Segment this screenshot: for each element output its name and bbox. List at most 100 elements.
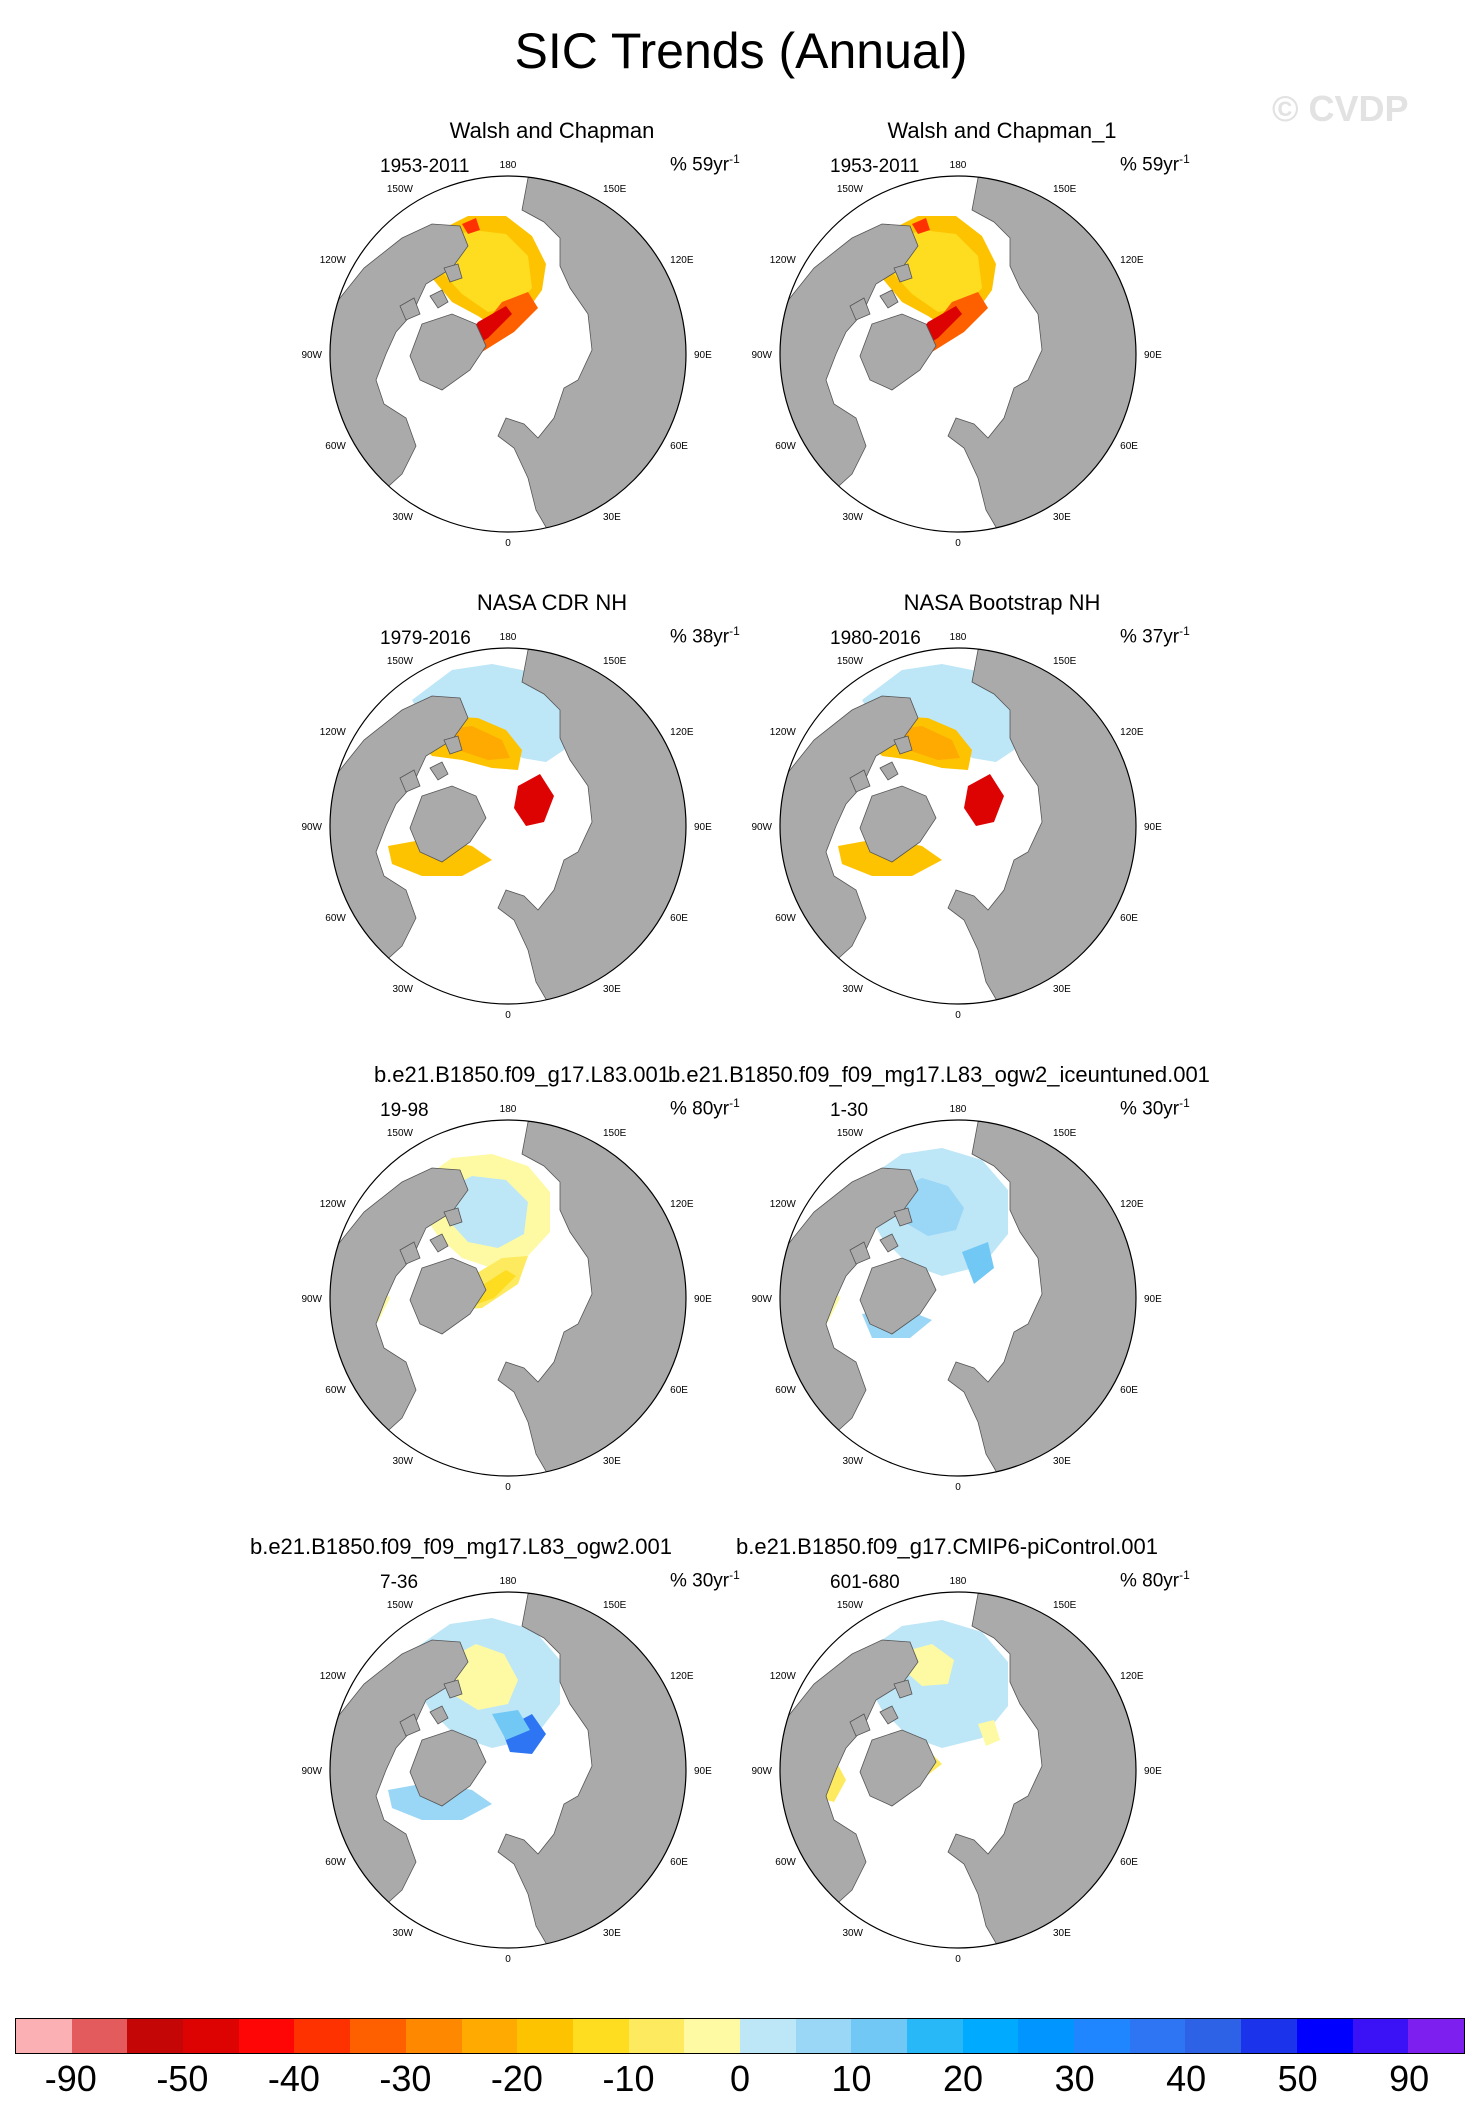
- panel-period: 1953-2011: [380, 156, 470, 177]
- panel-units: % 80yr-1: [670, 1096, 740, 1120]
- panel-title: Walsh and Chapman_1: [887, 118, 1117, 143]
- sic-trend-region: [462, 218, 480, 234]
- colorbar-label: -50: [156, 2058, 209, 2099]
- sic-trend-region: [962, 1242, 994, 1284]
- colorbar-label: 40: [1166, 2058, 1207, 2099]
- colorbar-swatch: [1241, 2019, 1297, 2053]
- colorbar-swatch: [962, 2019, 1019, 2053]
- longitude-label: 30E: [1053, 1456, 1071, 1467]
- map-boundary: [779, 175, 1137, 533]
- panel-period: 1953-2011: [830, 156, 920, 177]
- map-panel: Walsh and Chapman 1953-2011 % 59yr-1 180…: [292, 118, 812, 598]
- longitude-label: 150W: [837, 1128, 864, 1139]
- colorbar-swatch: [1129, 2019, 1186, 2053]
- land-mass: [443, 1207, 463, 1227]
- longitude-label: 150E: [1053, 184, 1077, 195]
- panel-period: 601-680: [830, 1572, 900, 1593]
- longitude-label: 150W: [837, 656, 864, 667]
- colorbar-label: 10: [831, 2058, 872, 2099]
- sic-trend-region: [912, 218, 930, 234]
- colorbar-swatch: [851, 2019, 907, 2053]
- map-content: [780, 1120, 1136, 1476]
- land-mass: [893, 735, 913, 755]
- colorbar-swatch: [572, 2019, 629, 2053]
- panel-units: % 38yr-1: [670, 624, 740, 648]
- longitude-label: 150W: [387, 656, 414, 667]
- longitude-label: 90E: [1144, 822, 1162, 833]
- longitude-label: 120E: [1120, 1199, 1144, 1210]
- longitude-label: 90E: [694, 350, 712, 361]
- longitude-label: 30E: [603, 984, 621, 995]
- longitude-label: 120W: [320, 1671, 347, 1682]
- colorbar-swatch: [294, 2019, 351, 2053]
- colorbar-swatch: [71, 2019, 128, 2053]
- longitude-label: 90E: [1144, 350, 1162, 361]
- polar-map: 180 0 90W 90E 150W 150E 120W 120E 60W 60E 30W 30E: [751, 632, 1162, 1021]
- longitude-label: 120W: [320, 255, 347, 266]
- panel-period: 1980-2016: [830, 628, 921, 649]
- colorbar-swatch: [461, 2019, 518, 2053]
- longitude-label: 30W: [392, 512, 413, 523]
- longitude-label: 30E: [1053, 1928, 1071, 1939]
- land-mass: [849, 1241, 871, 1265]
- land-mass: [429, 1705, 449, 1725]
- longitude-label: 60E: [670, 913, 688, 924]
- map-panel: NASA Bootstrap NH 1980-2016 % 37yr-1 180…: [742, 590, 1262, 1070]
- map-boundary: [779, 1119, 1137, 1477]
- colorbar-swatch: [628, 2019, 685, 2053]
- polar-map: 180 0 90W 90E 150W 150E 120W 120E 60W 60E 30W 30E: [751, 160, 1162, 549]
- map-boundary: [329, 1119, 687, 1477]
- longitude-label: 180: [500, 1576, 517, 1587]
- longitude-label: 60W: [775, 441, 796, 452]
- map-panel: b.e21.B1850.f09_g17.CMIP6-piControl.001 …: [736, 1534, 1262, 2014]
- longitude-label: 60E: [670, 1857, 688, 1868]
- colorbar-label: 50: [1277, 2058, 1318, 2099]
- land-mass: [443, 1679, 463, 1699]
- longitude-label: 180: [500, 632, 517, 643]
- map-panel: NASA CDR NH 1979-2016 % 38yr-1 180 0 90W 90…: [292, 590, 812, 1070]
- map-boundary: [329, 647, 687, 1005]
- land-mass: [849, 1713, 871, 1737]
- colorbar-label: 0: [729, 2058, 751, 2099]
- land-mass: [849, 769, 871, 793]
- longitude-label: 180: [500, 160, 517, 171]
- land-mass: [893, 263, 913, 283]
- longitude-label: 30W: [842, 1456, 863, 1467]
- panel-period: 1979-2016: [380, 628, 471, 649]
- map-panel: b.e21.B1850.f09_f09_mg17.L83_ogw2_iceunt…: [668, 1062, 1262, 1542]
- panel-units: % 59yr-1: [1120, 152, 1190, 176]
- colorbar-swatch: [1074, 2019, 1130, 2053]
- longitude-label: 30W: [392, 1928, 413, 1939]
- longitude-label: 0: [505, 1482, 511, 1493]
- panel-period: 19-98: [380, 1100, 429, 1121]
- sic-trend-region: [964, 774, 1004, 826]
- colorbar-swatch: [1185, 2019, 1242, 2053]
- map-content: [780, 1592, 1136, 1948]
- map-content: [780, 648, 1136, 1004]
- land-mass: [409, 313, 487, 391]
- longitude-label: 150E: [1053, 1600, 1077, 1611]
- land-mass: [429, 289, 449, 309]
- longitude-label: 30E: [603, 1928, 621, 1939]
- longitude-label: 150E: [603, 656, 627, 667]
- longitude-label: 0: [955, 1010, 961, 1021]
- colorbar-swatch: [1352, 2019, 1409, 2053]
- colorbar-swatch: [16, 2019, 72, 2053]
- longitude-label: 180: [950, 1576, 967, 1587]
- longitude-label: 90E: [694, 1766, 712, 1777]
- land-mass: [849, 297, 871, 321]
- longitude-label: 30E: [1053, 984, 1071, 995]
- longitude-label: 120E: [670, 255, 694, 266]
- map-content: [330, 1592, 686, 1948]
- map-boundary: [779, 1591, 1137, 1949]
- map-panel: b.e21.B1850.f09_f09_mg17.L83_ogw2.001 7-…: [250, 1534, 812, 2014]
- longitude-label: 150W: [387, 1128, 414, 1139]
- longitude-label: 90W: [751, 822, 772, 833]
- colorbar-label: -30: [379, 2058, 432, 2099]
- land-mass: [879, 289, 899, 309]
- longitude-label: 90W: [751, 350, 772, 361]
- longitude-label: 30E: [1053, 512, 1071, 523]
- longitude-label: 0: [505, 538, 511, 549]
- panel-title: b.e21.B1850.f09_g17.L83.001: [373, 1062, 670, 1087]
- colorbar-swatch: [684, 2019, 740, 2053]
